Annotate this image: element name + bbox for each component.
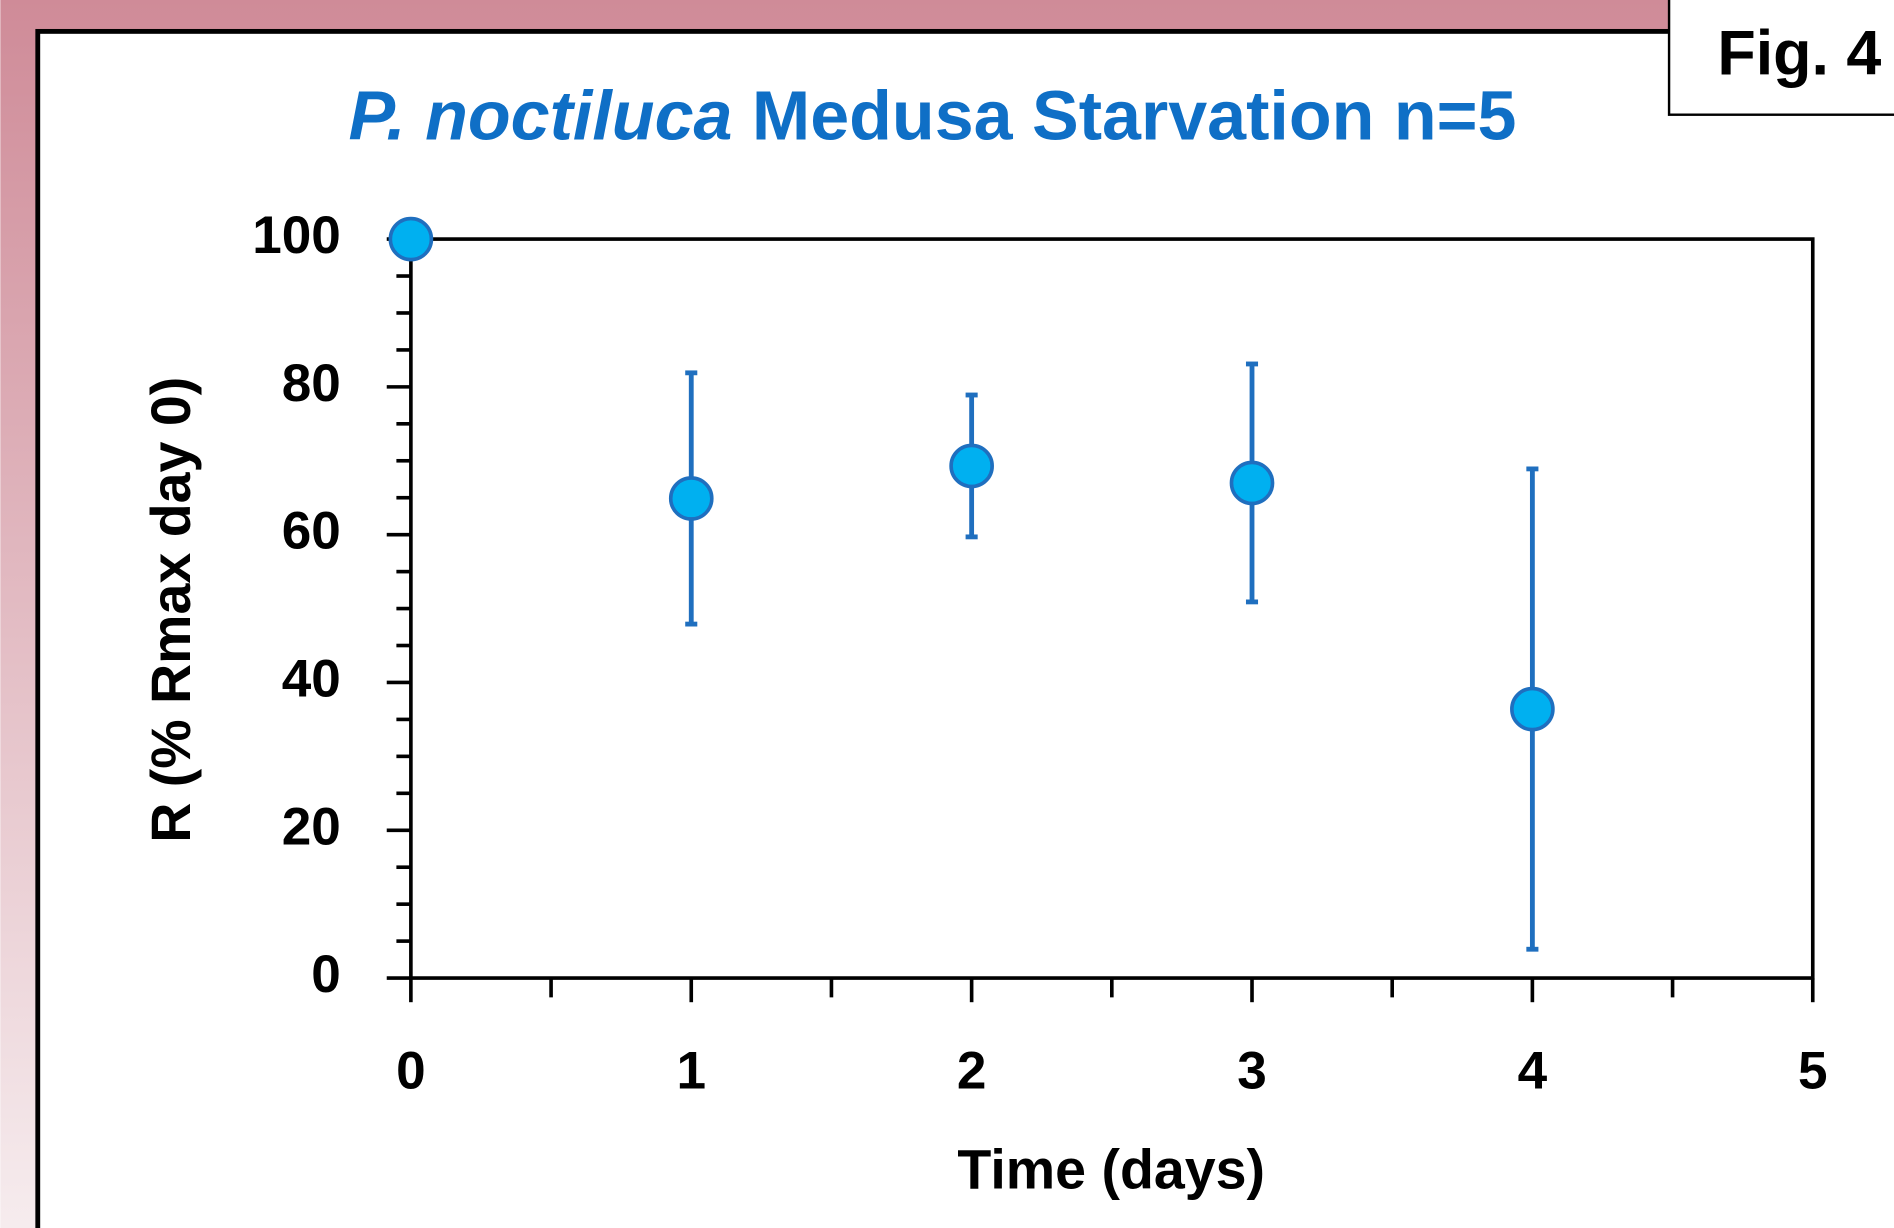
point: [949, 443, 994, 489]
point: [1229, 460, 1275, 506]
title-species: P. noctiluca: [349, 76, 733, 154]
x-tick-label: 0: [396, 1042, 426, 1101]
y-axis-label: R (% Rmax day 0): [140, 377, 202, 843]
x-tick-label: 1: [676, 1042, 706, 1101]
point: [388, 216, 434, 262]
x-tick-label: 3: [1237, 1042, 1267, 1101]
point: [668, 476, 714, 521]
y-tick-label: 80: [282, 354, 341, 413]
x-tick-label: 5: [1798, 1042, 1828, 1101]
figure-label: Fig. 4: [1717, 19, 1881, 89]
panel: [35, 28, 1894, 1228]
y-tick-label: 20: [282, 797, 341, 856]
y-tick-label: 0: [311, 945, 341, 1004]
x-axis-label: Time (days): [957, 1138, 1265, 1200]
x-tick-label: 4: [1518, 1042, 1548, 1101]
x-tick-label: 2: [957, 1042, 987, 1101]
y-tick-label: 40: [282, 649, 341, 708]
point: [1510, 686, 1555, 732]
y-tick-label: 100: [252, 206, 341, 265]
y-tick-label: 60: [282, 502, 341, 561]
figure-label-box: [1667, 0, 1894, 116]
chart-title: P. noctiluca Medusa Starvation n=5: [349, 76, 1517, 154]
title-text: Medusa Starvation n=5: [752, 76, 1517, 154]
